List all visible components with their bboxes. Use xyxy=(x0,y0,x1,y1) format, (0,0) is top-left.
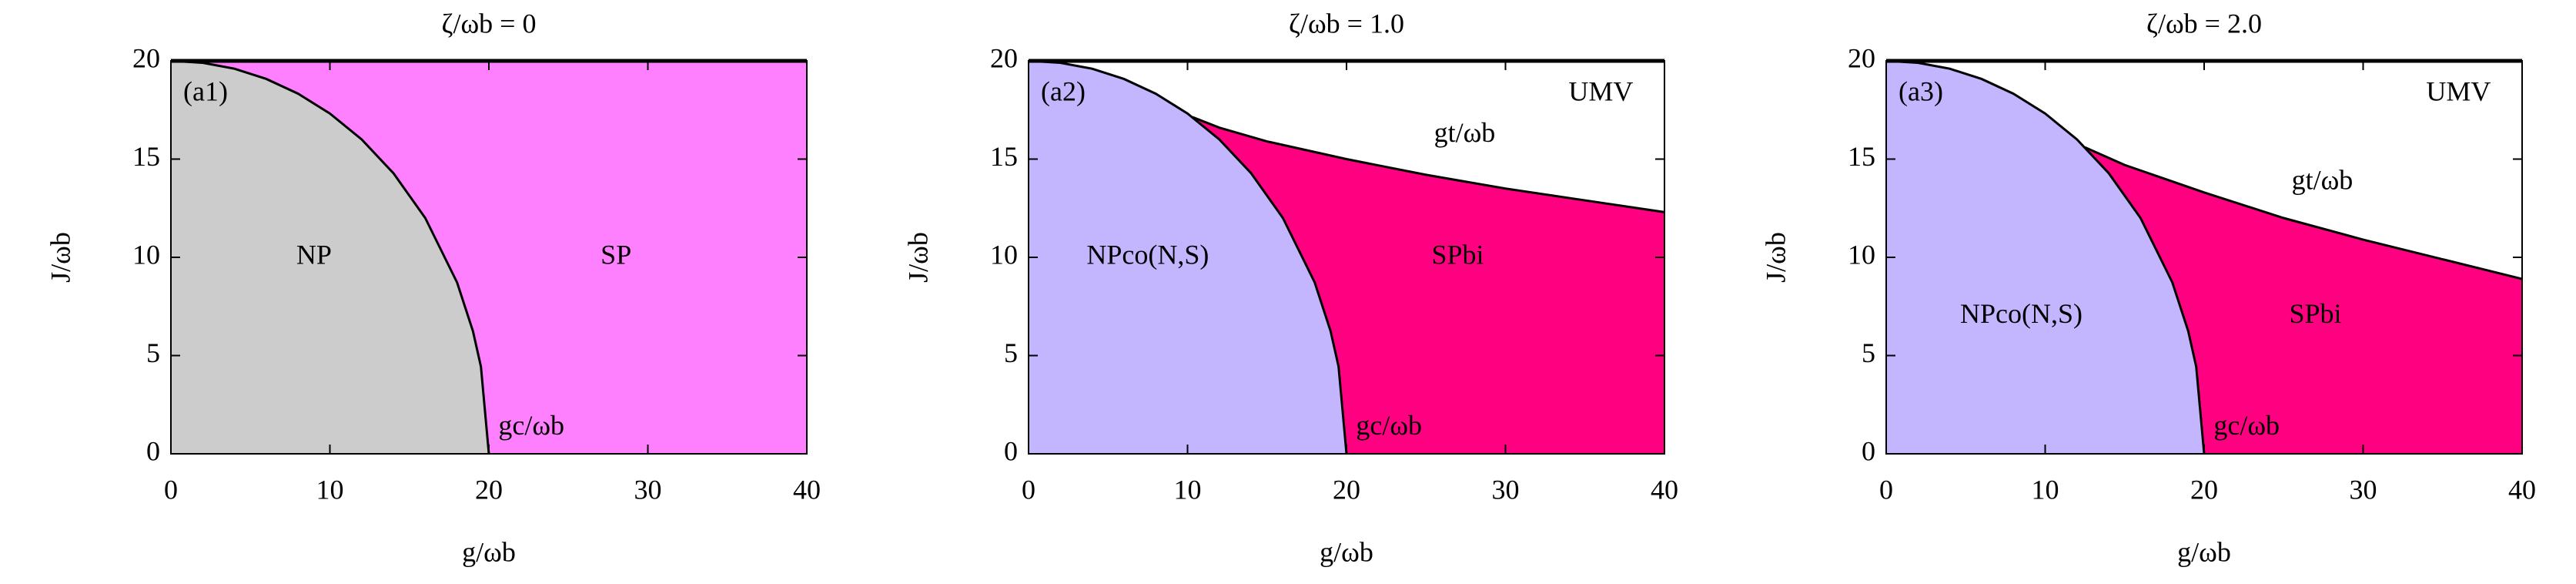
y-tick-label: 15 xyxy=(1848,141,1875,172)
x-tick-label: 20 xyxy=(475,474,503,505)
region-label: NP xyxy=(296,239,332,270)
boundary-curve xyxy=(1028,59,1348,455)
y-tick-label: 10 xyxy=(132,239,160,270)
x-tick-label: 10 xyxy=(1174,474,1202,505)
boundary-curve xyxy=(1885,59,2206,455)
x-tick-label: 0 xyxy=(1022,474,1035,505)
x-tick-label: 0 xyxy=(164,474,178,505)
y-tick-label: 5 xyxy=(1004,337,1018,368)
x-axis-label: g/ωb xyxy=(2177,536,2231,567)
x-tick-label: 20 xyxy=(1333,474,1360,505)
curve-label: gc/ωb xyxy=(2213,410,2280,441)
y-axis-label: J/ωb xyxy=(1760,232,1791,283)
x-axis-label: g/ωb xyxy=(1320,536,1373,567)
panel-label: (a1) xyxy=(183,76,228,107)
region-label: UMV xyxy=(2426,76,2491,107)
x-tick-label: 40 xyxy=(793,474,821,505)
panel-label: (a3) xyxy=(1899,76,1943,107)
x-tick-label: 30 xyxy=(1492,474,1520,505)
x-tick-label: 0 xyxy=(1879,474,1893,505)
region xyxy=(1886,61,2204,454)
region xyxy=(1029,61,1347,454)
y-axis-label: J/ωb xyxy=(902,232,933,283)
x-tick-label: 30 xyxy=(2350,474,2377,505)
curve-label: gt/ωb xyxy=(2292,164,2354,195)
region-label: SPbi xyxy=(2290,298,2342,329)
region-label: SPbi xyxy=(1432,239,1484,270)
chart-title: ζ/ωb = 1.0 xyxy=(1289,8,1404,39)
y-tick-label: 0 xyxy=(1004,435,1018,466)
x-tick-label: 30 xyxy=(634,474,662,505)
y-tick-label: 0 xyxy=(146,435,160,466)
x-tick-label: 20 xyxy=(2190,474,2218,505)
x-tick-label: 10 xyxy=(316,474,344,505)
x-tick-label: 40 xyxy=(2508,474,2536,505)
curve-label: gc/ωb xyxy=(1356,410,1422,441)
curve-label: gt/ωb xyxy=(1434,117,1496,148)
y-tick-label: 15 xyxy=(990,141,1018,172)
region-label: NPco(N,S) xyxy=(1960,298,2083,329)
chart-title: ζ/ωb = 0 xyxy=(442,8,537,39)
y-tick-label: 10 xyxy=(990,239,1018,270)
region-label: SP xyxy=(601,239,631,270)
y-tick-label: 10 xyxy=(1848,239,1875,270)
y-tick-label: 5 xyxy=(1862,337,1875,368)
curve-label: gc/ωb xyxy=(498,410,564,441)
boundary-curve xyxy=(170,59,490,455)
panel: gc/ωb NP SP 0 10 20 30 40 0 5 10 15 20 (a1) ζ/ωb = 0 g/… xyxy=(45,8,821,567)
y-tick-label: 20 xyxy=(132,42,160,73)
y-tick-label: 15 xyxy=(132,141,160,172)
x-axis-label: g/ωb xyxy=(462,536,516,567)
region-label: UMV xyxy=(1568,76,1633,107)
boundary-curve xyxy=(1192,116,1665,213)
chart-title: ζ/ωb = 2.0 xyxy=(2146,8,2262,39)
y-tick-label: 20 xyxy=(990,42,1018,73)
y-tick-label: 20 xyxy=(1848,42,1875,73)
x-tick-label: 10 xyxy=(2032,474,2059,505)
panel-label: (a2) xyxy=(1041,76,1086,107)
y-tick-label: 0 xyxy=(1862,435,1875,466)
region-label: NPco(N,S) xyxy=(1086,239,1209,270)
panel: gc/ωb gt/ωb NPco(N,S) SPbi UMV 0 10 20 30 40 0 5 10 1… xyxy=(1760,8,2536,567)
y-tick-label: 5 xyxy=(146,337,160,368)
x-tick-label: 40 xyxy=(1651,474,1678,505)
panel: gc/ωb gt/ωb NPco(N,S) SPbi UMV 0 10 20 30 40 0 5 10 1… xyxy=(902,8,1678,567)
y-axis-label: J/ωb xyxy=(45,232,75,283)
region xyxy=(171,61,489,454)
boundary-curve xyxy=(2084,146,2523,280)
